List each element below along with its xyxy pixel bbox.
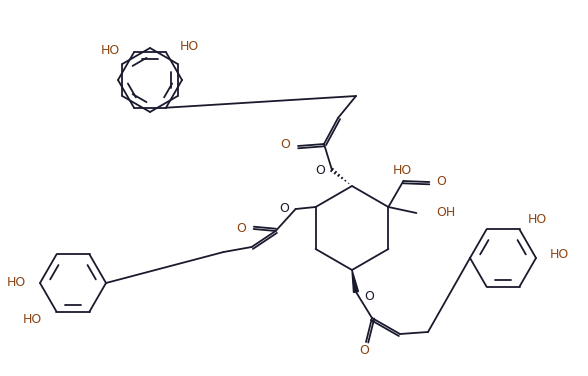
Text: HO: HO xyxy=(527,213,547,226)
Text: O: O xyxy=(280,138,290,152)
Text: HO: HO xyxy=(393,164,412,176)
Text: HO: HO xyxy=(180,40,199,53)
Text: OH: OH xyxy=(436,206,456,220)
Text: O: O xyxy=(279,203,289,215)
Text: O: O xyxy=(236,221,246,235)
Text: O: O xyxy=(359,344,369,358)
Text: HO: HO xyxy=(24,313,42,326)
Polygon shape xyxy=(352,270,359,293)
Text: HO: HO xyxy=(550,247,569,261)
Text: HO: HO xyxy=(101,44,120,57)
Text: HO: HO xyxy=(6,276,26,290)
Text: O: O xyxy=(315,165,325,177)
Text: O: O xyxy=(364,290,374,303)
Text: O: O xyxy=(436,174,446,188)
